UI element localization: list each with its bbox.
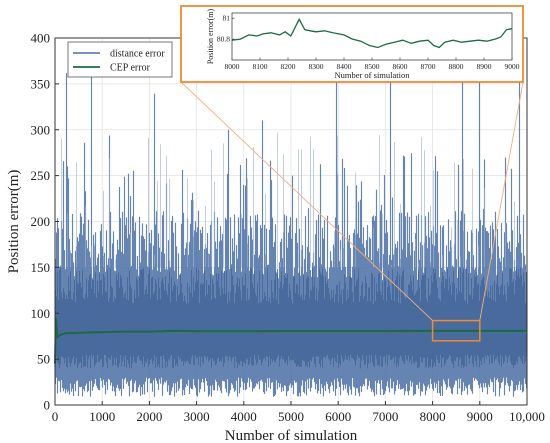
- inset-zoom-chart: 8000 8100 8200 8300 8400 8500 8600 8700 8800 8900…: [180, 5, 524, 83]
- y-tick-label-1: 50: [37, 352, 50, 367]
- x-tick-label-1: 1000: [89, 409, 115, 424]
- inset-x-tick-label-10: 9000: [505, 62, 520, 71]
- inset-y-tick-label-0: 80.8: [217, 35, 230, 44]
- main-axes: 0 1000 2000 3000 4000 5000 6000 7000 8000 9000 10,…: [6, 31, 545, 443]
- x-tick-label-0: 0: [52, 409, 59, 424]
- inset-x-tick-label-0: 8000: [225, 62, 240, 71]
- inset-y-tick-label-1: 81: [223, 14, 231, 23]
- x-tick-label-7: 7000: [372, 409, 398, 424]
- x-tick-label-4: 4000: [231, 409, 257, 424]
- cep-error-trace: [54, 317, 528, 364]
- inset-x-tick-label-3: 8300: [309, 62, 324, 71]
- inset-x-tick-label-8: 8800: [449, 62, 464, 71]
- inset-x-tick-label-7: 8700: [421, 62, 436, 71]
- x-tick-label-9: 9000: [467, 409, 493, 424]
- zoom-highlight-box: [431, 319, 481, 342]
- cep-error-line: [54, 317, 528, 364]
- y-tick-label-4: 200: [31, 214, 51, 229]
- y-axis-label: Position error(m): [6, 170, 22, 274]
- y-tick-label-3: 150: [31, 260, 51, 275]
- y-tick-label-8: 400: [31, 31, 51, 46]
- zoom-connector-left: [180, 81, 433, 321]
- inset-x-tick-label-4: 8400: [337, 62, 352, 71]
- y-tick-label-2: 100: [31, 306, 51, 321]
- distance-error-spikes: [61, 132, 515, 268]
- inset-frame: [180, 5, 524, 83]
- x-tick-label-3: 3000: [184, 409, 210, 424]
- inset-x-axis-label: Number of simulation: [334, 70, 410, 80]
- inset-cep-error-line: [231, 17, 513, 49]
- legend-label-0: distance error: [110, 49, 165, 60]
- y-tick-label-6: 300: [31, 122, 51, 137]
- inset-x-tick-label-6: 8600: [393, 62, 408, 71]
- x-axis-label: Number of simulation: [225, 428, 358, 443]
- inset-x-tick-label-9: 8900: [477, 62, 492, 71]
- y-tick-label-5: 250: [31, 168, 51, 183]
- x-tick-label-2: 2000: [136, 409, 162, 424]
- inset-x-tick-label-1: 8100: [253, 62, 268, 71]
- y-tick-label-0: 0: [44, 398, 51, 413]
- x-tick-label-8: 8000: [420, 409, 446, 424]
- inset-y-axis-label: Position error(m): [206, 9, 215, 65]
- zoom-connectors: [180, 81, 524, 321]
- legend-box: [67, 41, 173, 78]
- y-tick-label-7: 350: [31, 76, 51, 91]
- inset-x-tick-label-2: 8200: [281, 62, 296, 71]
- inset-x-tick-label-5: 8500: [365, 62, 380, 71]
- x-tick-label-6: 6000: [325, 409, 351, 424]
- legend-label-1: CEP error: [110, 63, 151, 74]
- x-tick-label-5: 5000: [278, 409, 304, 424]
- zoom-connector-right: [479, 81, 524, 321]
- legend: distance error CEP error: [67, 41, 173, 78]
- x-tick-label-10: 10,000: [509, 409, 545, 424]
